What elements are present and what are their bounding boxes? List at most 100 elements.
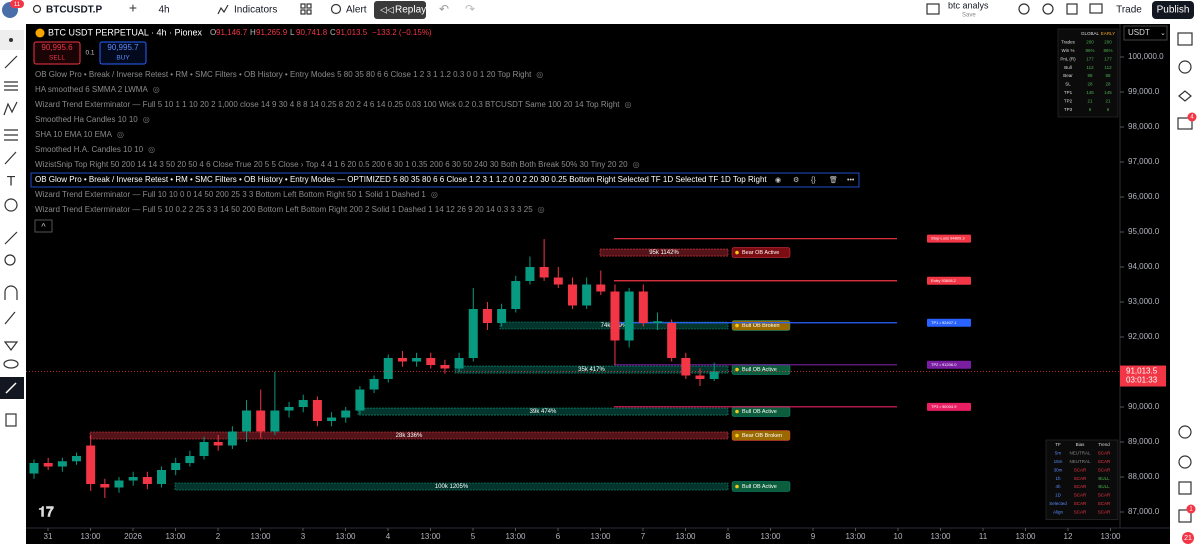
price-tick-label: 88,000.0 bbox=[1128, 472, 1160, 481]
indicator-label[interactable]: Wizard Trend Exterminator — Full 5 10 1 … bbox=[35, 100, 620, 109]
alert-button[interactable]: Alert bbox=[346, 5, 367, 16]
indicator-label[interactable]: SHA 10 EMA 10 EMA bbox=[35, 130, 113, 139]
templates-icon[interactable] bbox=[300, 3, 306, 9]
indicator-label[interactable]: Wizard Trend Exterminator — Full 5 10 0.… bbox=[35, 205, 533, 214]
indicator-label[interactable]: OB Glow Pro • Break / Inverse Retest • R… bbox=[35, 70, 532, 79]
indicator-visibility[interactable]: ◎ bbox=[117, 130, 124, 139]
table-cell: SL bbox=[1065, 82, 1071, 87]
trendline-tool[interactable] bbox=[4, 55, 18, 69]
hide-tool[interactable] bbox=[3, 359, 19, 369]
chart-bg bbox=[26, 24, 1170, 544]
currency[interactable]: USDT bbox=[1128, 28, 1150, 37]
messages-panel[interactable] bbox=[1178, 509, 1192, 523]
indicator-visibility[interactable]: ◎ bbox=[431, 190, 438, 199]
sell-button-bg[interactable] bbox=[33, 41, 81, 65]
link-tool[interactable] bbox=[5, 382, 17, 394]
indicator-visibility[interactable]: ◎ bbox=[153, 85, 160, 94]
time-tick-label: 13:00 bbox=[165, 532, 186, 541]
prediction-tool[interactable] bbox=[4, 129, 18, 141]
ideas-panel[interactable] bbox=[1177, 117, 1193, 130]
stay-drawing-tool[interactable] bbox=[4, 311, 16, 325]
emoji-tool[interactable] bbox=[4, 198, 18, 212]
candle-body bbox=[171, 463, 181, 471]
indicator-label[interactable]: WizistSnip Top Right 50 200 14 14 3 50 2… bbox=[35, 160, 628, 169]
redo-button[interactable]: ↷ bbox=[465, 2, 475, 16]
settings[interactable] bbox=[1042, 3, 1054, 15]
indicator-action[interactable]: ◉ bbox=[775, 177, 781, 184]
quick-search[interactable] bbox=[1018, 3, 1030, 15]
price-tick-label: 97,000.0 bbox=[1128, 157, 1160, 166]
measure-tool[interactable] bbox=[4, 231, 18, 245]
candle-body bbox=[185, 456, 195, 464]
table-cell: 15m bbox=[1054, 459, 1063, 464]
alert-icon[interactable] bbox=[330, 3, 342, 15]
templates-icon bbox=[306, 3, 312, 9]
collapse-legend[interactable] bbox=[34, 219, 53, 233]
symbol[interactable]: BTCUSDT.P bbox=[46, 5, 102, 16]
legend-title[interactable]: BTC USDT PERPETUAL · 4h · Pionex bbox=[48, 27, 203, 37]
data-window[interactable] bbox=[1178, 90, 1192, 102]
fib-tool[interactable] bbox=[4, 81, 18, 91]
symbol-logo bbox=[35, 28, 45, 38]
indicator-action[interactable]: ••• bbox=[847, 177, 855, 184]
undo-button[interactable]: ↶ bbox=[439, 2, 449, 16]
indicator-action[interactable]: {} bbox=[811, 177, 816, 184]
indicator-label[interactable]: OB Glow Pro • Break / Inverse Retest • R… bbox=[35, 175, 767, 184]
lock-tool[interactable] bbox=[3, 341, 19, 351]
publish-button[interactable]: Publish bbox=[1157, 5, 1190, 16]
brush-tool[interactable] bbox=[4, 151, 17, 165]
indicator-visibility[interactable]: ◎ bbox=[148, 145, 155, 154]
time-tick-label: 13:00 bbox=[845, 532, 866, 541]
candle-body bbox=[383, 358, 393, 380]
indicators-icon[interactable] bbox=[217, 4, 229, 15]
price-tick-label: 95,000.0 bbox=[1128, 227, 1160, 236]
snapshot[interactable] bbox=[1089, 3, 1103, 14]
magnet-tool[interactable] bbox=[4, 285, 18, 300]
table-header: TF bbox=[1055, 442, 1061, 447]
price-tick-label: 90,000.0 bbox=[1128, 402, 1160, 411]
layout-name[interactable]: btc analys bbox=[948, 0, 989, 10]
replay-button[interactable]: Replay bbox=[395, 5, 426, 16]
pattern-tool[interactable] bbox=[3, 101, 18, 116]
interval[interactable]: 4h bbox=[158, 5, 169, 16]
order-block bbox=[174, 482, 729, 491]
watchlist[interactable] bbox=[1177, 32, 1193, 46]
table-header: GLOBAL bbox=[1081, 31, 1100, 36]
indicator-visibility[interactable]: ◎ bbox=[538, 205, 545, 214]
indicator-visibility[interactable]: ◎ bbox=[536, 70, 543, 79]
text-tool[interactable]: T bbox=[7, 173, 16, 189]
buy-button-bg[interactable] bbox=[99, 41, 147, 65]
candle-body bbox=[298, 400, 308, 408]
layout-icon[interactable] bbox=[926, 3, 940, 15]
notifications-panel[interactable] bbox=[1178, 481, 1192, 495]
indicator-action[interactable]: ⚙ bbox=[793, 176, 799, 184]
candle-body bbox=[582, 284, 592, 306]
table-header: EARLY bbox=[1101, 31, 1115, 36]
target-panel[interactable] bbox=[1178, 425, 1192, 439]
indicator-visibility[interactable]: ◎ bbox=[143, 115, 150, 124]
indicator-visibility[interactable]: ◎ bbox=[633, 160, 640, 169]
fullscreen[interactable] bbox=[1066, 3, 1078, 15]
compare-button[interactable]: + bbox=[129, 0, 137, 16]
indicator-label[interactable]: Smoothed H.A. Candles 10 10 bbox=[35, 145, 144, 154]
search-icon[interactable] bbox=[32, 4, 42, 14]
indicator-label[interactable]: Smoothed Ha Candles 10 10 bbox=[35, 115, 138, 124]
replay-button-bg[interactable] bbox=[374, 1, 426, 19]
table-cell: SCAR bbox=[1074, 501, 1087, 506]
currency-dropdown[interactable] bbox=[1123, 25, 1168, 41]
indicator-label[interactable]: HA smoothed 6 SMMA 2 LWMA bbox=[35, 85, 148, 94]
alerts-panel[interactable] bbox=[1178, 60, 1192, 74]
remove-tool[interactable] bbox=[5, 413, 17, 427]
indicator-action[interactable]: 🗑 bbox=[829, 175, 838, 184]
calendar-panel[interactable] bbox=[1178, 455, 1192, 469]
publish-button-bg[interactable] bbox=[1152, 1, 1194, 19]
indicators-button[interactable]: Indicators bbox=[234, 5, 277, 16]
indicator-visibility[interactable]: ◎ bbox=[625, 100, 632, 109]
trade-button[interactable]: Trade bbox=[1116, 5, 1142, 16]
indicator-label[interactable]: Wizard Trend Exterminator — Full 10 10 0… bbox=[35, 190, 426, 199]
cursor-tool[interactable] bbox=[9, 38, 13, 42]
order-block-label: 100k 1205% bbox=[435, 484, 469, 490]
table-cell: 1h bbox=[1055, 476, 1061, 481]
zoom-tool[interactable] bbox=[4, 254, 16, 266]
table-cell: BULL bbox=[1098, 476, 1110, 481]
